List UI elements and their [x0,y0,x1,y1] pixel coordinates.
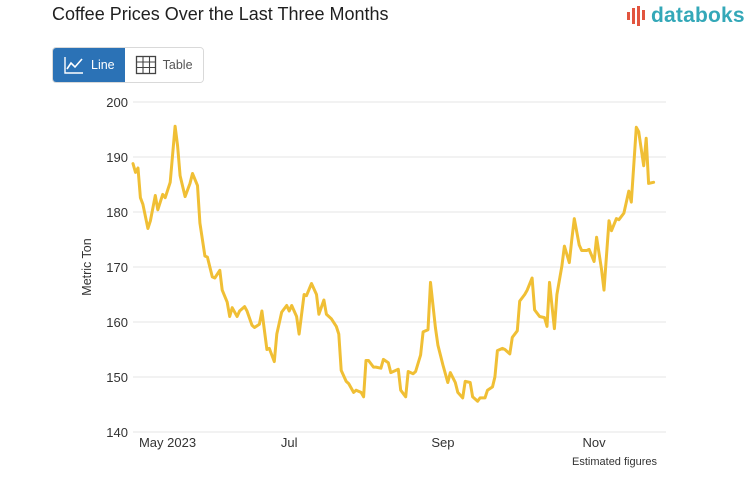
x-tick-label: May 2023 [139,435,196,450]
y-tick-label: 170 [106,260,128,275]
y-axis-label: Metric Ton [80,238,94,295]
estimated-figures-note: Estimated figures [572,456,657,468]
y-tick-label: 140 [106,425,128,440]
view-toggle: Line Table [52,47,204,83]
x-tick-label: Jul [281,435,298,450]
table-view-label: Table [162,58,193,72]
x-tick-label: Sep [431,435,454,450]
price-series-line[interactable] [131,124,656,403]
databoks-logo-icon [627,6,645,26]
y-tick-label: 200 [106,95,128,110]
series-layer [131,124,656,403]
x-axis-ticks: May 2023 Jul Sep Nov [139,435,606,450]
y-tick-label: 150 [106,370,128,385]
line-view-label: Line [91,58,115,72]
x-tick-label: Nov [583,435,607,450]
line-chart-icon [64,57,83,74]
line-view-button[interactable]: Line [53,48,125,82]
table-view-button[interactable]: Table [124,48,203,82]
y-tick-label: 160 [106,315,128,330]
logo-text: databoks [651,4,745,27]
y-axis-ticks: 140 150 160 170 180 190 200 [106,95,128,440]
y-tick-label: 190 [106,150,128,165]
table-grid-icon [135,55,156,75]
chart-title: Coffee Prices Over the Last Three Months [52,4,389,24]
brand-logo[interactable]: databoks [626,4,745,28]
y-tick-label: 180 [106,205,128,220]
